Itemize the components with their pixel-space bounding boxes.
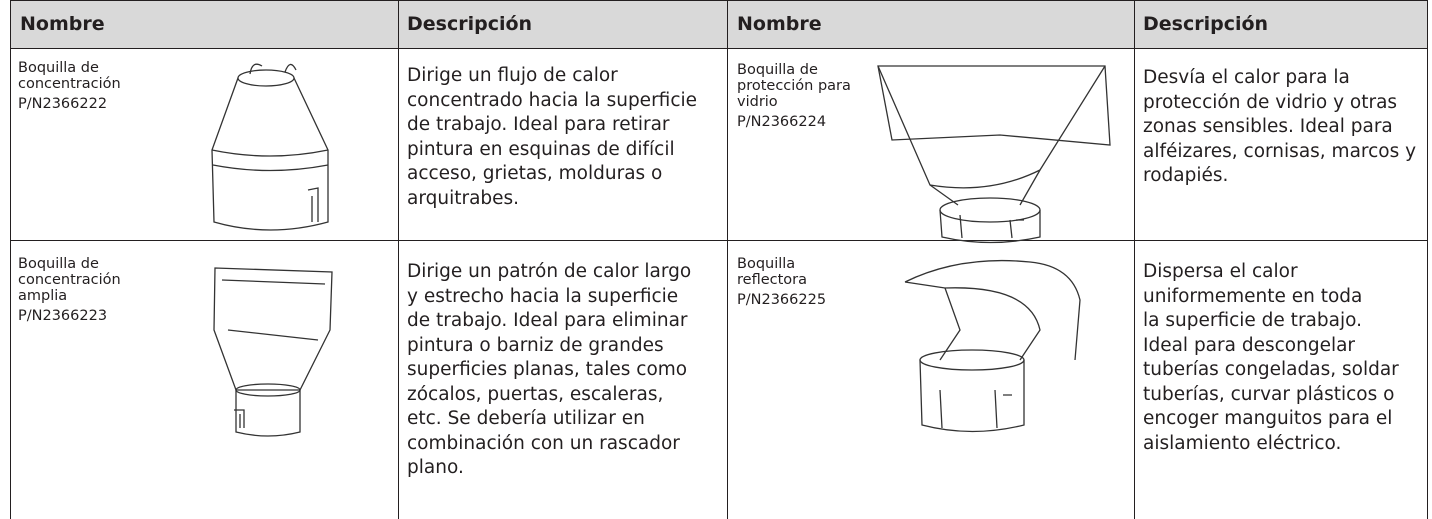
item-description: alféizares, cornisas, marcos y bbox=[1143, 140, 1417, 162]
part-number: P/N2366224 bbox=[737, 114, 827, 130]
item-description: Desvía el calor para la bbox=[1143, 67, 1350, 88]
item-description: zócalos, puertas, escaleras, bbox=[407, 383, 664, 405]
header-cell: Descripción bbox=[1143, 13, 1269, 35]
header-cell: Descripción bbox=[407, 13, 533, 35]
nozzle-image bbox=[211, 63, 329, 231]
item-name: Boquilla de bbox=[18, 60, 99, 76]
header-row bbox=[10, 0, 1428, 48]
item-description: protección de vidrio y otras bbox=[1143, 91, 1398, 113]
rule bbox=[1427, 0, 1428, 519]
rule bbox=[1134, 0, 1135, 519]
item-description: uniformemente en toda bbox=[1143, 285, 1363, 307]
item-name: Boquilla bbox=[737, 256, 796, 272]
item-name: protección para bbox=[737, 78, 851, 94]
item-name: reflectora bbox=[737, 272, 807, 288]
item-description: y estrecho hacia la superficie bbox=[407, 285, 679, 307]
item-description: arquitrabes. bbox=[407, 187, 520, 209]
rule bbox=[10, 0, 1428, 1]
item-description: de trabajo. Ideal para retirar bbox=[407, 114, 670, 135]
nozzle-image bbox=[213, 267, 333, 437]
rule bbox=[10, 240, 1428, 241]
item-description: superficies planas, tales como bbox=[407, 359, 688, 380]
item-description: etc. Se debería utilizar en bbox=[407, 408, 645, 429]
item-description: de trabajo. Ideal para eliminar bbox=[407, 310, 688, 331]
item-description: acceso, grietas, molduras o bbox=[407, 163, 663, 184]
nozzle-image bbox=[904, 259, 1081, 433]
item-description: plano. bbox=[407, 457, 464, 478]
item-description: combinación con un rascador bbox=[407, 432, 680, 454]
item-description: aislamiento eléctrico. bbox=[1143, 432, 1342, 454]
item-description: pintura en esquinas de difícil bbox=[407, 138, 675, 160]
part-number: P/N2366223 bbox=[18, 308, 108, 324]
item-description: encoger manguitos para el bbox=[1143, 408, 1393, 429]
item-name: vidrio bbox=[737, 94, 778, 110]
item-description: la superficie de trabajo. bbox=[1143, 310, 1362, 331]
nozzle-image bbox=[877, 65, 1111, 244]
rule bbox=[10, 0, 11, 519]
item-name: Boquilla de bbox=[737, 62, 818, 78]
rule bbox=[398, 0, 399, 519]
item-description: zonas sensibles. Ideal para bbox=[1143, 116, 1393, 137]
rule bbox=[727, 0, 728, 519]
rule bbox=[10, 48, 1428, 49]
item-name: concentración bbox=[18, 76, 121, 92]
part-number: P/N2366225 bbox=[737, 292, 827, 308]
item-description: tuberías, curvar plásticos o bbox=[1143, 383, 1395, 405]
item-description: tuberías congeladas, soldar bbox=[1143, 359, 1399, 380]
part-number: P/N2366222 bbox=[18, 96, 108, 112]
item-description: Dirige un patrón de calor largo bbox=[407, 261, 692, 282]
item-name: amplia bbox=[18, 288, 68, 304]
item-description: Dirige un flujo de calor bbox=[407, 65, 618, 86]
header-cell: Nombre bbox=[20, 13, 105, 35]
item-name: Boquilla de bbox=[18, 256, 99, 272]
item-description: Dispersa el calor bbox=[1143, 261, 1298, 282]
header-cell: Nombre bbox=[737, 13, 822, 35]
item-description: Ideal para descongelar bbox=[1143, 334, 1356, 356]
item-description: rodapiés. bbox=[1143, 165, 1229, 186]
item-description: concentrado hacia la superficie bbox=[407, 89, 698, 111]
item-name: concentración bbox=[18, 272, 121, 288]
item-description: pintura o barniz de grandes bbox=[407, 334, 664, 356]
